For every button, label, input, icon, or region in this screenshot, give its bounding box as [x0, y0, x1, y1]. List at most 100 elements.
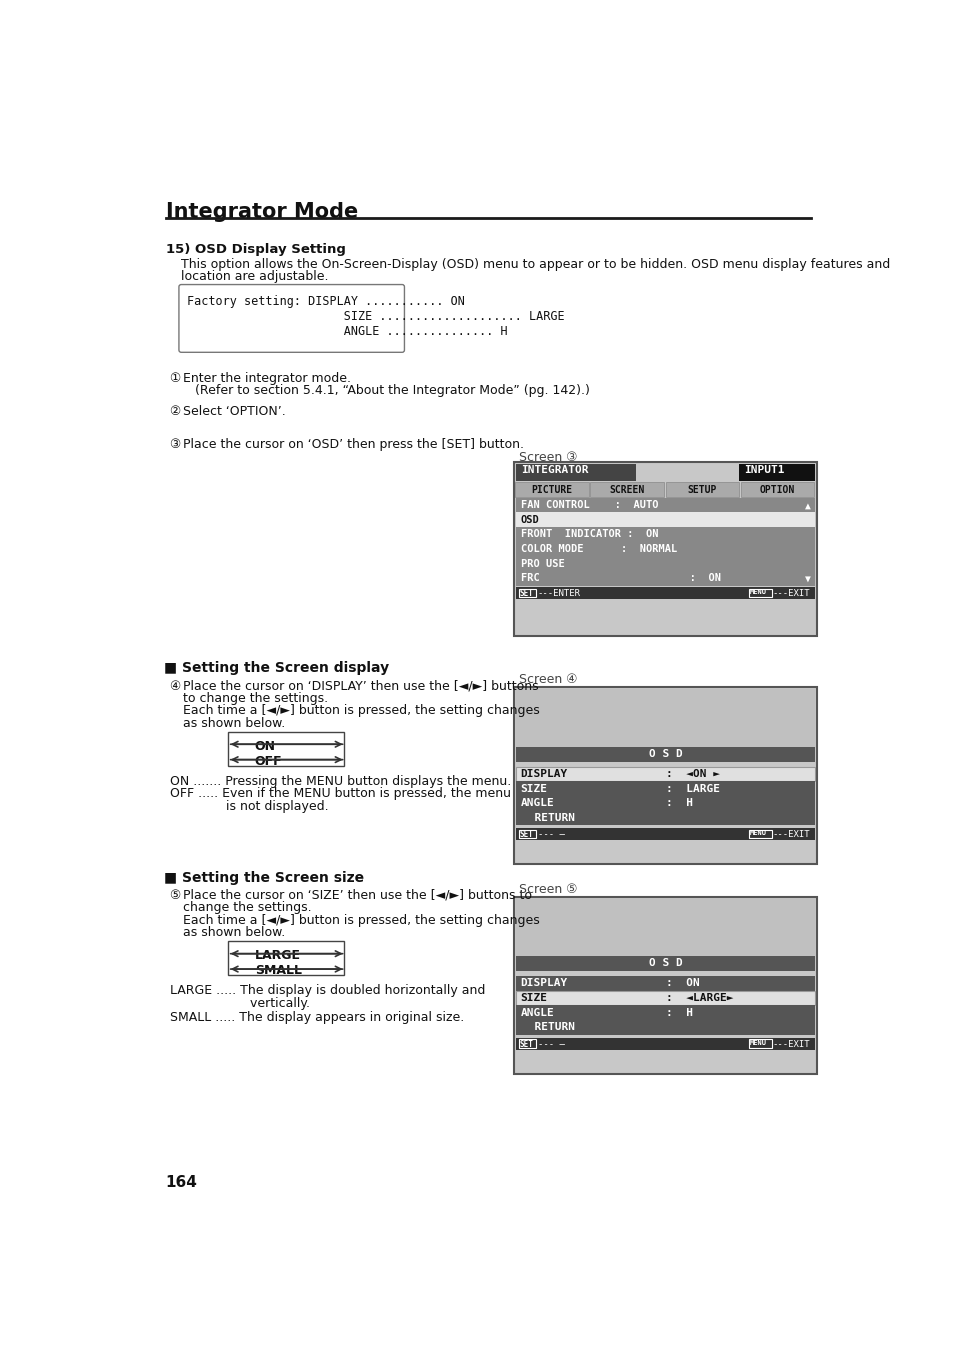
Text: ANGLE: ANGLE [520, 1008, 554, 1017]
Bar [228, 942, 344, 975]
Bar [518, 1039, 536, 1047]
Text: ANGLE: ANGLE [520, 798, 554, 808]
Bar [516, 512, 815, 527]
Text: Screen ③: Screen ③ [518, 451, 578, 463]
Text: FAN CONTROL    :  AUTO: FAN CONTROL : AUTO [520, 500, 658, 511]
Text: ON ....... Pressing the MENU button displays the menu.: ON ....... Pressing the MENU button disp… [170, 775, 511, 788]
Text: SIZE: SIZE [520, 993, 547, 1002]
Bar [516, 747, 815, 762]
Text: ---ENTER: ---ENTER [537, 589, 580, 598]
Text: SIZE .................... LARGE: SIZE .................... LARGE [187, 309, 564, 323]
Bar [516, 811, 815, 825]
Bar [516, 898, 815, 957]
Text: Place the cursor on ‘DISPLAY’ then use the [◄/►] buttons: Place the cursor on ‘DISPLAY’ then use t… [183, 680, 537, 693]
Bar [516, 957, 815, 971]
Bar [748, 589, 771, 597]
Text: O S D: O S D [648, 748, 681, 759]
Bar [516, 1038, 815, 1050]
Bar [516, 975, 815, 990]
Bar [665, 482, 739, 497]
Bar [516, 542, 815, 557]
Bar [514, 462, 816, 636]
Text: ③: ③ [170, 438, 181, 451]
Text: OFF ..... Even if the MENU button is pressed, the menu: OFF ..... Even if the MENU button is pre… [170, 788, 510, 800]
Text: FRC                        :  ON: FRC : ON [520, 573, 720, 584]
Bar [228, 732, 344, 766]
Text: SMALL: SMALL [254, 965, 301, 978]
Text: vertically.: vertically. [170, 997, 310, 1009]
Text: ②: ② [170, 405, 181, 417]
Text: :  ◄LARGE►: : ◄LARGE► [665, 993, 732, 1002]
Text: SIZE: SIZE [520, 784, 547, 793]
Text: 15) OSD Display Setting: 15) OSD Display Setting [166, 243, 345, 255]
Text: LARGE: LARGE [254, 948, 300, 962]
Text: SET: SET [519, 1040, 534, 1048]
Text: O S D: O S D [648, 958, 681, 969]
Text: This option allows the On-Screen-Display (OSD) menu to appear or to be hidden. O: This option allows the On-Screen-Display… [181, 258, 889, 270]
Text: ④: ④ [170, 680, 181, 693]
Text: :  H: : H [665, 798, 692, 808]
Text: RETURN: RETURN [520, 1023, 574, 1032]
Text: COLOR MODE      :  NORMAL: COLOR MODE : NORMAL [520, 544, 677, 554]
Bar [516, 463, 636, 481]
Bar [516, 557, 815, 571]
Bar [516, 781, 815, 796]
Text: :  H: : H [665, 1008, 692, 1017]
Text: DISPLAY: DISPLAY [520, 978, 567, 989]
Text: SCREEN: SCREEN [609, 485, 644, 494]
Text: SMALL ..... The display appears in original size.: SMALL ..... The display appears in origi… [170, 1012, 463, 1024]
Bar [515, 482, 588, 497]
Text: as shown below.: as shown below. [183, 716, 285, 730]
Text: ▲: ▲ [803, 500, 809, 511]
Bar [518, 830, 536, 838]
Text: ---EXIT: ---EXIT [772, 831, 809, 839]
Text: Select ‘OPTION’.: Select ‘OPTION’. [183, 405, 285, 417]
Text: ---EXIT: ---EXIT [772, 1040, 809, 1048]
Text: Enter the integrator mode.: Enter the integrator mode. [183, 372, 351, 385]
Text: is not displayed.: is not displayed. [170, 800, 328, 813]
Bar [514, 897, 816, 1074]
Text: LARGE ..... The display is doubled horizontally and: LARGE ..... The display is doubled horiz… [170, 985, 484, 997]
Bar [516, 796, 815, 811]
Text: Each time a [◄/►] button is pressed, the setting changes: Each time a [◄/►] button is pressed, the… [183, 913, 539, 927]
Bar [748, 1039, 771, 1047]
Text: DISPLAY: DISPLAY [520, 769, 567, 780]
Bar [516, 1020, 815, 1035]
FancyBboxPatch shape [179, 285, 404, 353]
Bar [740, 482, 814, 497]
Bar [516, 571, 815, 585]
Text: :  LARGE: : LARGE [665, 784, 719, 793]
Bar [516, 1005, 815, 1020]
Text: OFF: OFF [254, 755, 282, 767]
Bar [590, 482, 663, 497]
Text: to change the settings.: to change the settings. [183, 692, 328, 705]
Text: SETUP: SETUP [687, 485, 716, 494]
Bar [516, 588, 815, 600]
Text: (Refer to section 5.4.1, “About the Integrator Mode” (pg. 142).): (Refer to section 5.4.1, “About the Inte… [195, 384, 590, 397]
Text: ⑤: ⑤ [170, 889, 181, 902]
Text: PICTURE: PICTURE [531, 485, 572, 494]
Text: ---EXIT: ---EXIT [772, 589, 809, 598]
Text: ①: ① [170, 372, 181, 385]
Bar [516, 689, 815, 747]
Bar [516, 497, 815, 512]
Text: ■ Setting the Screen size: ■ Setting the Screen size [164, 870, 364, 885]
Text: as shown below.: as shown below. [183, 925, 285, 939]
Text: Each time a [◄/►] button is pressed, the setting changes: Each time a [◄/►] button is pressed, the… [183, 704, 539, 717]
Text: ANGLE ............... H: ANGLE ............... H [187, 326, 508, 338]
Text: :  ◄ON ►: : ◄ON ► [665, 769, 719, 780]
Text: :  ON: : ON [665, 978, 699, 989]
Text: RETURN: RETURN [520, 813, 574, 823]
Text: change the settings.: change the settings. [183, 901, 311, 915]
Bar [516, 828, 815, 840]
Text: SET: SET [519, 831, 534, 839]
Text: Place the cursor on ‘OSD’ then press the [SET] button.: Place the cursor on ‘OSD’ then press the… [183, 438, 523, 451]
Text: INTEGRATOR: INTEGRATOR [520, 466, 588, 476]
Bar [739, 463, 815, 481]
Text: MENU: MENU [748, 831, 765, 836]
Text: ▼: ▼ [803, 573, 809, 584]
Text: Integrator Mode: Integrator Mode [166, 203, 357, 222]
Bar [514, 688, 816, 865]
Text: OSD: OSD [520, 515, 538, 524]
Bar [516, 766, 815, 781]
